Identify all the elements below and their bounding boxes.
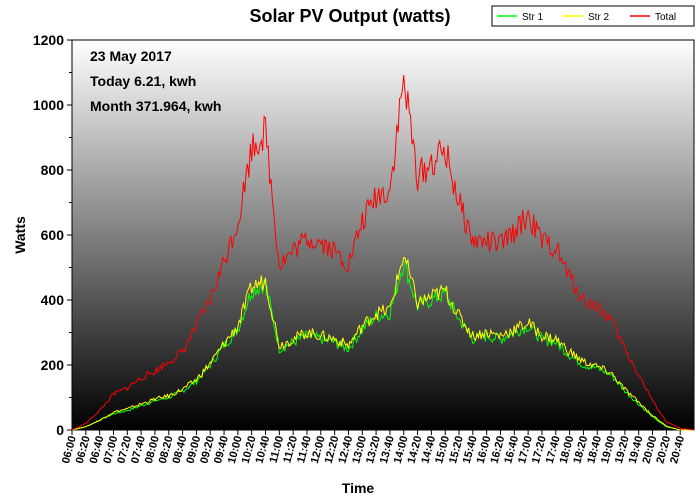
legend-box — [491, 5, 695, 27]
annotation-month: Month 371.964, kwh — [90, 98, 221, 114]
x-axis: 06:0006:2006:4007:0007:2007:4008:0008:20… — [60, 430, 687, 465]
legend: Str 1 Str 2 Total — [491, 5, 695, 27]
series-line-str-2 — [71, 256, 694, 431]
y-axis: 0 200 400 600 800 1000 1200 — [33, 32, 72, 438]
annotation-today: Today 6.21, kwh — [90, 73, 196, 89]
y-axis-label: Watts — [12, 216, 28, 254]
y-tick-label: 0 — [56, 422, 64, 438]
annotations: 23 May 2017 Today 6.21, kwh Month 371.96… — [90, 48, 221, 114]
legend-label-str2: Str 2 — [588, 12, 610, 23]
y-tick-label: 800 — [41, 162, 65, 178]
legend-label-str1: Str 1 — [522, 12, 544, 23]
series-lines — [71, 74, 695, 431]
annotation-date: 23 May 2017 — [90, 48, 172, 64]
plot-area — [71, 39, 695, 431]
x-axis-label: Time — [342, 480, 375, 496]
y-tick-label: 400 — [41, 292, 65, 308]
series-line-str-1 — [71, 259, 694, 431]
chart-title: Solar PV Output (watts) — [249, 6, 450, 26]
y-tick-label: 1000 — [33, 97, 64, 113]
y-tick-label: 600 — [41, 227, 65, 243]
y-tick-label: 1200 — [33, 32, 64, 48]
y-tick-label: 200 — [41, 357, 65, 373]
series-line-total — [71, 74, 695, 431]
legend-label-total: Total — [655, 12, 676, 23]
